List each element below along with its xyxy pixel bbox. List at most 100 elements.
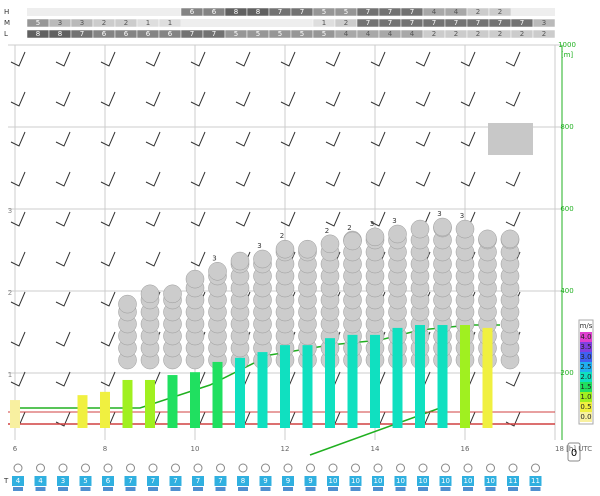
spinner-value[interactable]: 0 (571, 448, 577, 459)
temperature-sub (508, 487, 518, 491)
wind-barb (100, 211, 116, 227)
legend-title: m/s (580, 322, 593, 330)
wind-barb (505, 211, 521, 227)
cloud-label: 3 (460, 212, 464, 220)
temperature-cell (102, 476, 114, 486)
wind-barb (190, 51, 206, 67)
weather-icon (396, 463, 405, 473)
wind-barb (370, 211, 386, 227)
temperature-sub (463, 487, 473, 491)
temperature-value: 4 (16, 477, 21, 485)
temperature-value: 7 (173, 477, 177, 485)
temperature-value: 10 (419, 477, 428, 485)
wind-barb (325, 91, 341, 107)
layer-value: 7 (278, 8, 282, 16)
cloud-top (455, 219, 475, 239)
wind-barb (10, 171, 26, 187)
wind-barb (505, 91, 521, 107)
wind-bar (212, 361, 223, 428)
wind-barb (55, 51, 71, 67)
height-unit: [m] (561, 51, 574, 59)
layer-value: 5 (256, 30, 260, 38)
cloud-label: 3 (257, 242, 261, 250)
spinner[interactable] (567, 442, 581, 462)
weather-icon (238, 463, 248, 473)
wind-barb (145, 91, 161, 107)
wind-barb (460, 91, 476, 107)
layer-value: 4 (366, 30, 371, 38)
wind-barb (10, 251, 26, 267)
layer-value: 7 (520, 19, 524, 27)
temperature-value: 9 (308, 477, 312, 485)
temperature-sub (418, 487, 428, 491)
wind-barb (10, 91, 26, 107)
temperature-sub (35, 487, 46, 491)
weather-icon (328, 463, 338, 473)
temperature-label: T (3, 477, 9, 485)
layer-cell (533, 8, 555, 16)
layer-value: 2 (476, 8, 480, 16)
cloud-top (275, 239, 295, 259)
layer-cell (49, 8, 71, 16)
layer-value: 7 (366, 19, 370, 27)
legend-swatch (580, 362, 592, 372)
wind-barb (145, 51, 161, 67)
plot-grid (8, 44, 562, 440)
wind-barb (325, 171, 341, 187)
layer-value: 6 (102, 30, 107, 38)
temperature-cell (304, 476, 317, 486)
temperature-value: 4 (38, 477, 43, 485)
wind-barb (190, 251, 206, 267)
wind-bar (302, 345, 313, 428)
wind-barb (190, 131, 206, 147)
temperature-value: 7 (218, 477, 222, 485)
layer-value: 5 (344, 8, 348, 16)
legend-swatch (580, 342, 592, 352)
time-tick-label: 12 (281, 445, 290, 453)
legend-label: 2.0 (580, 373, 591, 381)
temperature-value: 11 (531, 477, 540, 485)
temperature-cell (327, 476, 339, 486)
temperature-value: 10 (396, 477, 405, 485)
layer-value: 2 (498, 30, 502, 38)
cloud-top (320, 234, 340, 254)
cloud-top (118, 294, 137, 314)
cloud-top (163, 284, 182, 304)
wind-barb (415, 171, 431, 187)
layer-value: 1 (146, 19, 150, 27)
layer-value: 6 (168, 30, 173, 38)
temperature-value: 7 (151, 477, 155, 485)
weather-icon (283, 463, 293, 473)
layer-cell (291, 19, 313, 27)
time-tick-label: 14 (371, 445, 380, 453)
wind-barb (145, 171, 161, 187)
layer-value: 2 (344, 19, 348, 27)
layer-value: 7 (190, 30, 194, 38)
layer-value: 3 (542, 19, 546, 27)
wind-barb (280, 171, 296, 187)
temperature-sub (103, 487, 113, 491)
temperature-cell (259, 476, 272, 486)
temperature-sub (148, 487, 158, 491)
cloud-top (365, 227, 385, 247)
wind-barb (280, 91, 296, 107)
weather-icon (306, 463, 315, 473)
legend-label: 4.0 (580, 333, 591, 341)
temperature-value: 11 (509, 477, 518, 485)
temperature-sub (13, 487, 23, 491)
temperature-value: 10 (351, 477, 360, 485)
wind-barb (190, 211, 206, 227)
layer-value: 2 (432, 30, 436, 38)
temperature-cell (34, 476, 47, 486)
weather-icon (216, 463, 225, 473)
temperature-cell (462, 476, 474, 486)
cloud-label: 3 (437, 210, 441, 218)
weather-icon (126, 463, 135, 473)
temperature-value: 7 (196, 477, 200, 485)
wind-bar (280, 345, 290, 428)
temperature-cell (147, 476, 159, 486)
temperature-value: 5 (83, 477, 87, 485)
legend-swatch (580, 412, 592, 422)
wind-bar (145, 379, 155, 428)
temperature-value: 10 (486, 477, 495, 485)
